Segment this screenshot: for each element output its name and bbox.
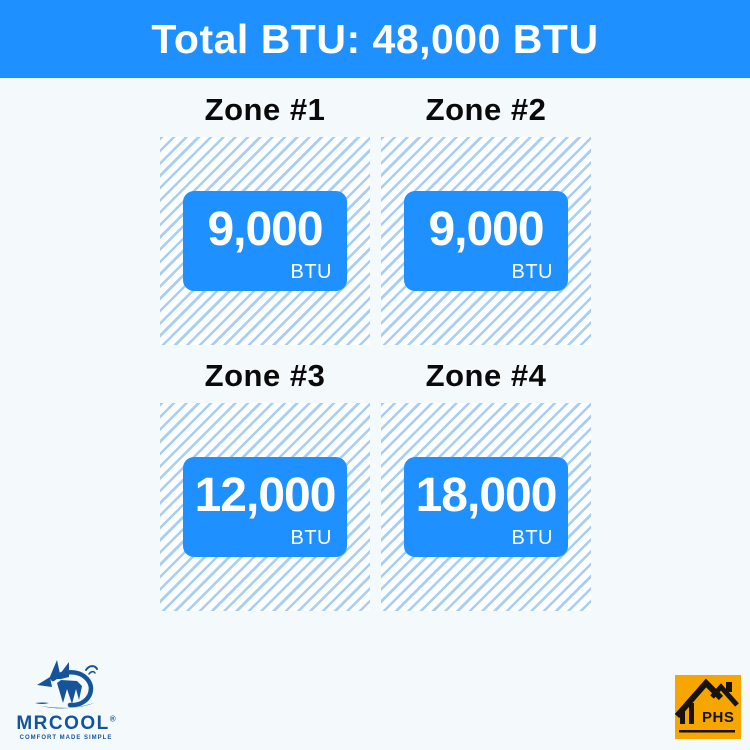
zone-1-title: Zone #1 xyxy=(204,92,326,127)
zone-1-btu-value: 9,000 xyxy=(207,202,323,256)
mrcool-wordmark: MRCOOL® xyxy=(12,714,120,733)
zone-3-title: Zone #3 xyxy=(204,358,326,393)
phs-house-icon: PHS xyxy=(675,678,739,733)
zone-3-hatched-area: 12,000 BTU xyxy=(160,403,370,611)
zone-4-panel: Zone #4 18,000 BTU xyxy=(381,358,591,611)
zone-3-btu-value: 12,000 xyxy=(194,468,337,522)
zone-2-title: Zone #2 xyxy=(425,92,547,127)
zone-3-btu-unit: BTU xyxy=(290,527,332,549)
zone-4-btu-value: 18,000 xyxy=(415,468,558,522)
zone-4-hatched-area: 18,000 BTU xyxy=(381,403,591,611)
zone-4-btu-unit: BTU xyxy=(511,527,553,549)
zone-1-btu-card: 9,000 BTU xyxy=(183,191,347,291)
zone-1-btu-unit: BTU xyxy=(290,261,332,283)
zone-1-hatched-area: 9,000 BTU xyxy=(160,137,370,345)
mrcool-wordmark-text: MRCOOL xyxy=(16,713,110,734)
total-btu-header: Total BTU: 48,000 BTU xyxy=(0,0,750,78)
total-btu-title: Total BTU: 48,000 BTU xyxy=(151,15,599,62)
mrcool-logo: MRCOOL® COMFORT MADE SIMPLE xyxy=(12,658,120,741)
zone-2-panel: Zone #2 9,000 BTU xyxy=(381,92,591,345)
zone-4-btu-card: 18,000 BTU xyxy=(404,457,568,557)
registered-trademark-symbol: ® xyxy=(109,714,116,724)
zone-3-btu-card: 12,000 BTU xyxy=(183,457,347,557)
zone-2-btu-card: 9,000 BTU xyxy=(404,191,568,291)
zone-3-panel: Zone #3 12,000 BTU xyxy=(160,358,370,611)
phs-label: PHS xyxy=(702,709,734,726)
mrcool-penguin-icon xyxy=(35,660,98,709)
zone-2-hatched-area: 9,000 BTU xyxy=(381,137,591,345)
zone-2-btu-value: 9,000 xyxy=(428,202,544,256)
zone-2-btu-unit: BTU xyxy=(511,261,553,283)
mrcool-tagline: COMFORT MADE SIMPLE xyxy=(19,735,113,741)
zone-1-panel: Zone #1 9,000 BTU xyxy=(160,92,370,345)
zone-4-title: Zone #4 xyxy=(425,358,547,393)
phs-logo: PHS xyxy=(675,675,741,739)
